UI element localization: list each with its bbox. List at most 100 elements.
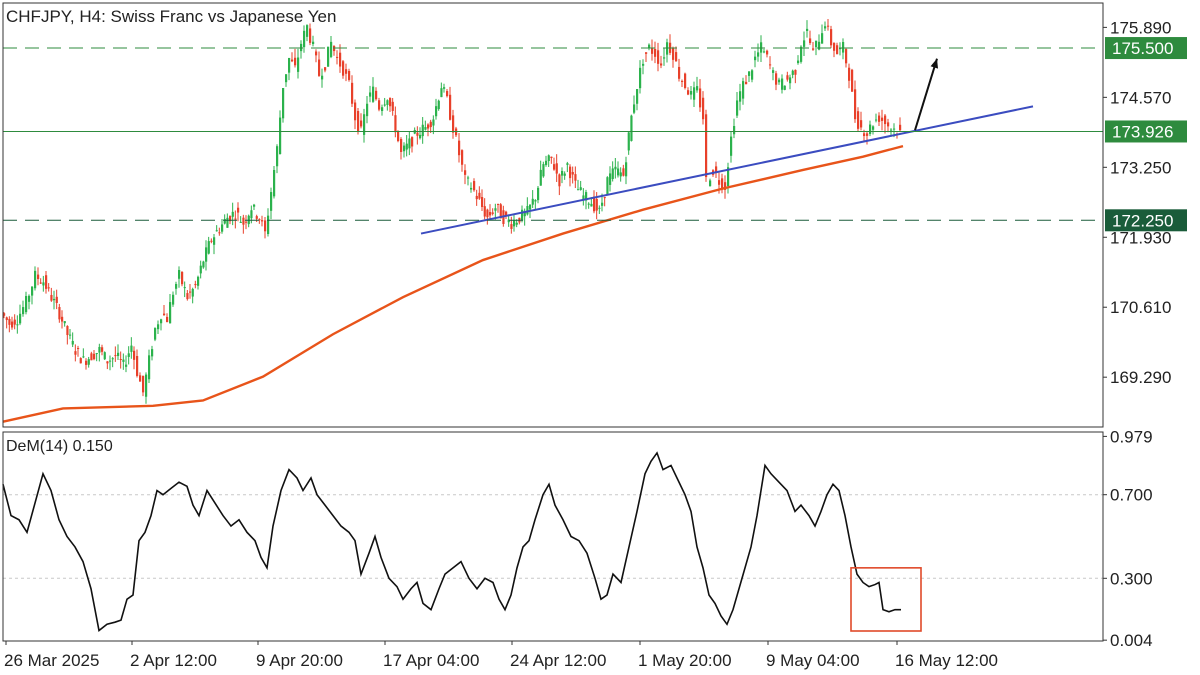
candle-body bbox=[98, 346, 101, 353]
candle-body bbox=[22, 307, 25, 315]
candle-body bbox=[154, 328, 157, 340]
candle-body bbox=[587, 203, 590, 205]
candle-body bbox=[250, 210, 253, 219]
candle-body bbox=[231, 211, 234, 217]
candle-body bbox=[497, 203, 500, 205]
candle-body bbox=[53, 298, 56, 301]
candle-body bbox=[151, 349, 154, 357]
candle-body bbox=[276, 146, 279, 167]
candle-body bbox=[429, 121, 432, 128]
candle-body bbox=[133, 350, 136, 360]
candle-body bbox=[789, 77, 792, 84]
candle-body bbox=[566, 163, 569, 165]
candle-body bbox=[122, 359, 125, 362]
candle-body bbox=[636, 89, 639, 104]
candle-body bbox=[389, 98, 392, 107]
candle-body bbox=[215, 230, 218, 232]
panel-frames bbox=[2, 2, 1104, 642]
main-panel-frame bbox=[2, 2, 1104, 428]
candle-body bbox=[757, 52, 760, 57]
candle-body bbox=[408, 138, 411, 149]
candle-body bbox=[687, 90, 690, 95]
candle-body bbox=[125, 364, 128, 367]
candle-body bbox=[366, 103, 369, 117]
candle-body bbox=[253, 204, 256, 207]
candle-body bbox=[297, 57, 300, 72]
candle-body bbox=[842, 41, 845, 53]
candle-body bbox=[437, 100, 440, 110]
x-tick-label: 16 May 12:00 bbox=[895, 651, 998, 670]
time-x-axis: 26 Mar 2025 2 Apr 12:00 9 Apr 20:00 17 Apr … bbox=[4, 641, 998, 670]
candle-body bbox=[754, 56, 757, 61]
candle-body bbox=[513, 220, 516, 227]
candle-body bbox=[397, 130, 400, 142]
candle-body bbox=[8, 318, 11, 325]
candle-body bbox=[887, 122, 890, 127]
candle-body bbox=[381, 107, 384, 112]
candle-body bbox=[550, 156, 553, 159]
candle-body bbox=[411, 137, 414, 147]
candle-body bbox=[11, 321, 14, 328]
candle-body bbox=[315, 51, 318, 56]
candle-body bbox=[775, 73, 778, 85]
candle-body bbox=[645, 52, 648, 54]
moving-average-line bbox=[2, 144, 904, 423]
candle-body bbox=[169, 302, 172, 324]
candle-body bbox=[101, 347, 104, 352]
candle-body bbox=[421, 124, 424, 137]
candle-body bbox=[403, 145, 406, 152]
candle-body bbox=[730, 136, 733, 156]
candle-body bbox=[440, 88, 443, 98]
price-y-axis: 175.890 174.570 173.250 171.930 170.610 169.2… bbox=[1103, 18, 1171, 387]
candle-body bbox=[28, 295, 31, 302]
candle-body bbox=[763, 51, 766, 53]
candle-body bbox=[547, 155, 550, 161]
y-tick-label: 0.300 bbox=[1110, 569, 1153, 588]
candle-body bbox=[786, 75, 789, 80]
candle-body bbox=[270, 192, 273, 211]
candle-body bbox=[848, 67, 851, 81]
candle-body bbox=[809, 38, 812, 43]
candle-body bbox=[186, 293, 189, 300]
candle-body bbox=[486, 209, 489, 218]
candle-body bbox=[58, 307, 61, 320]
level-label: 175.500 bbox=[1112, 39, 1173, 58]
candle-body bbox=[267, 215, 270, 235]
candle-body bbox=[127, 353, 130, 357]
candle-body bbox=[598, 207, 601, 209]
candle-body bbox=[303, 30, 306, 48]
candle-body bbox=[475, 195, 478, 200]
candle-body bbox=[866, 133, 869, 136]
candle-body bbox=[245, 221, 248, 223]
y-tick-label: 169.290 bbox=[1110, 368, 1171, 387]
candle-body bbox=[772, 70, 775, 73]
candle-body bbox=[255, 216, 258, 219]
candle-body bbox=[766, 50, 769, 55]
x-tick-label: 17 Apr 04:00 bbox=[383, 651, 479, 670]
indicator-gridlines bbox=[3, 494, 1103, 579]
candle-body bbox=[130, 345, 133, 352]
chart-title: CHFJPY, H4: Swiss Franc vs Japanese Yen bbox=[6, 7, 336, 26]
level-label: 173.926 bbox=[1112, 122, 1173, 141]
candle-body bbox=[553, 164, 556, 170]
y-tick-label: 174.570 bbox=[1110, 88, 1171, 107]
candle-body bbox=[558, 174, 561, 187]
horizontal-levels: 175.500 173.926 172.250 bbox=[3, 37, 1187, 232]
candle-body bbox=[806, 28, 809, 31]
candle-body bbox=[824, 26, 827, 29]
candle-body bbox=[139, 375, 142, 382]
candle-body bbox=[617, 168, 620, 176]
candle-body bbox=[74, 351, 77, 355]
candle-body bbox=[285, 74, 288, 83]
candle-body bbox=[507, 219, 510, 223]
candle-body bbox=[71, 340, 74, 345]
candle-body bbox=[569, 166, 572, 179]
candle-body bbox=[510, 224, 513, 229]
candle-body bbox=[537, 187, 540, 201]
candle-body bbox=[419, 134, 422, 139]
candle-body bbox=[797, 60, 800, 64]
level-label-box bbox=[1105, 37, 1187, 60]
candle-body bbox=[611, 168, 614, 180]
x-tick-label: 2 Apr 12:00 bbox=[130, 651, 217, 670]
